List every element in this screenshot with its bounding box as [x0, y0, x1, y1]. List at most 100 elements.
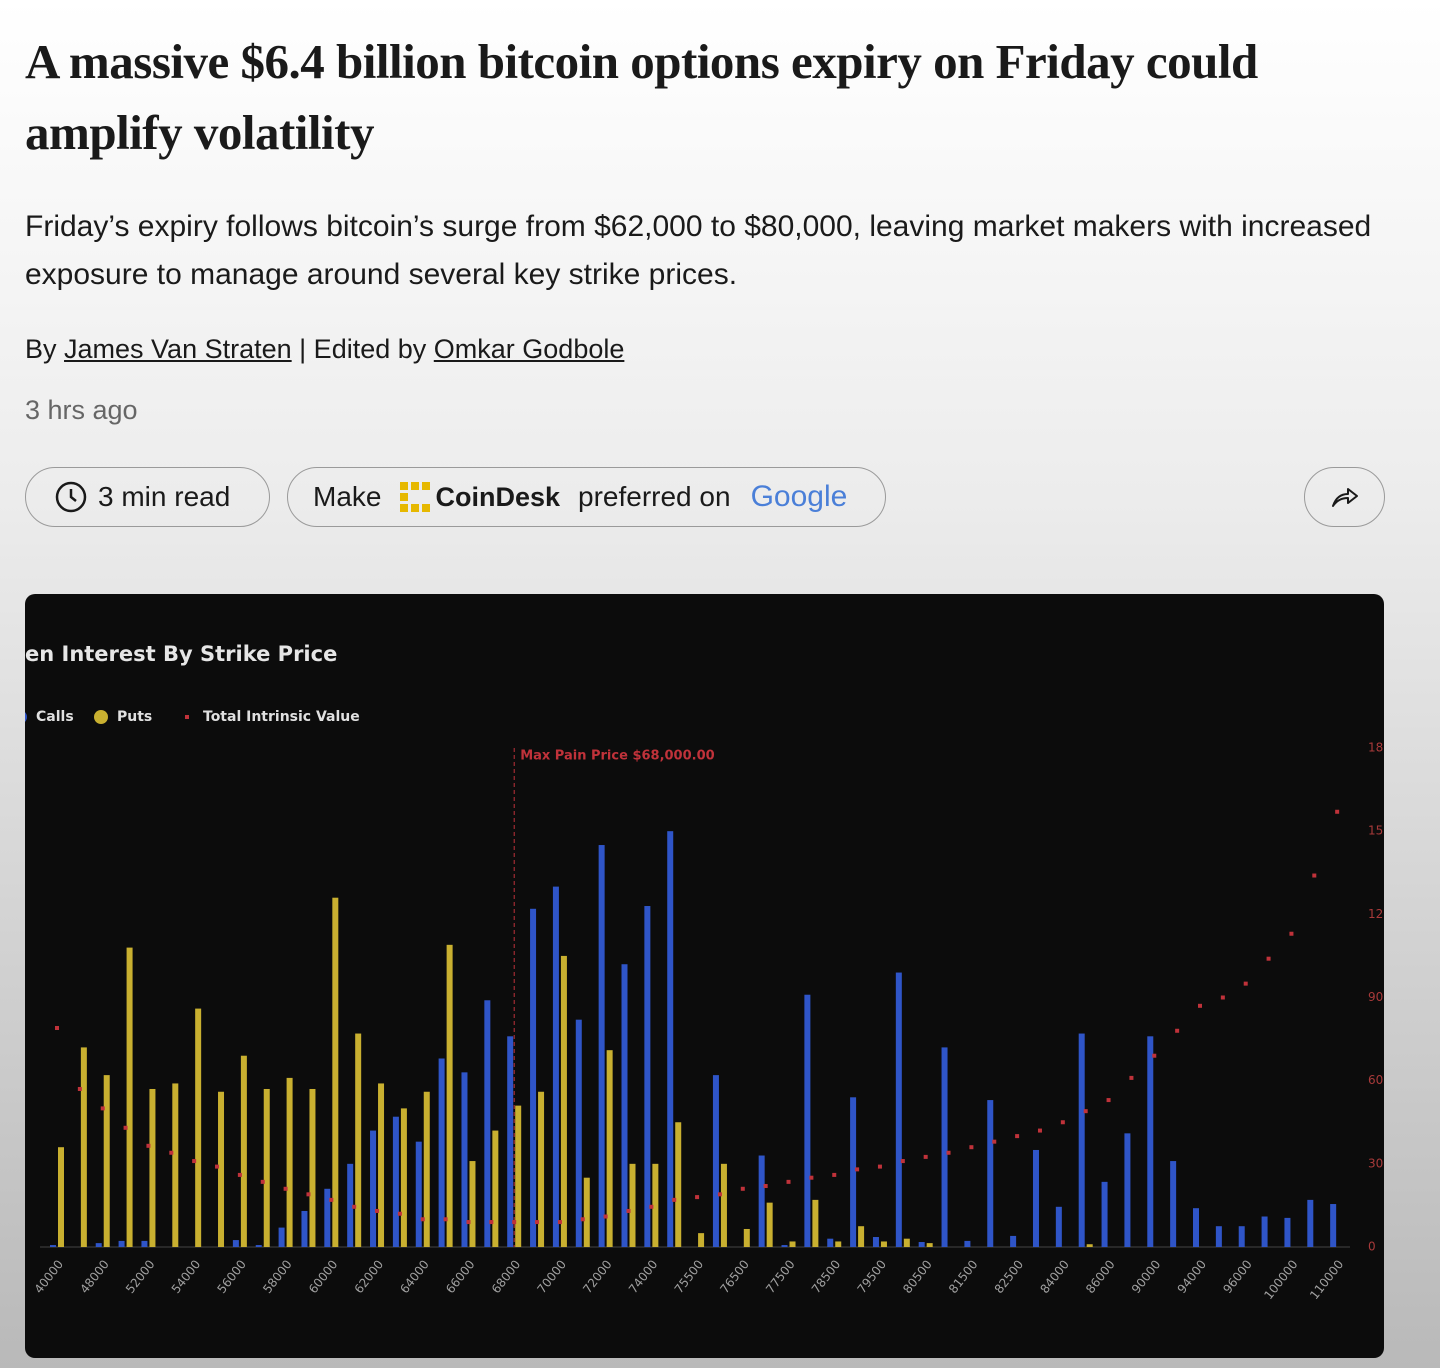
x-tick-label: 82500 [992, 1257, 1027, 1296]
intrinsic-point [992, 1139, 997, 1144]
intrinsic-point [923, 1154, 928, 1159]
bar [415, 1141, 422, 1247]
intrinsic-point [146, 1143, 151, 1148]
by-prefix: By [25, 334, 57, 364]
bar [423, 1091, 430, 1247]
bar [758, 1155, 765, 1247]
bar [918, 1242, 925, 1247]
bar [484, 1000, 491, 1247]
x-tick-label: 68000 [489, 1257, 524, 1296]
intrinsic-point [1152, 1053, 1157, 1058]
bar [515, 1105, 522, 1247]
clock-icon [55, 481, 87, 513]
bar [560, 955, 567, 1247]
bar [80, 1047, 87, 1247]
intrinsic-point [855, 1167, 860, 1172]
bar [720, 1163, 727, 1247]
intrinsic-point [100, 1106, 105, 1111]
bar [172, 1083, 179, 1247]
share-button[interactable] [1304, 467, 1385, 527]
bar [95, 1243, 102, 1247]
intrinsic-point [260, 1179, 265, 1184]
bar [255, 1245, 262, 1247]
preferred-source-button[interactable]: Make CoinDesk preferred on Google [287, 467, 886, 527]
intrinsic-point [443, 1217, 448, 1222]
intrinsic-point [352, 1204, 357, 1209]
bar [598, 845, 605, 1247]
google-label: Google [750, 480, 848, 513]
intrinsic-point [77, 1086, 82, 1091]
bar [446, 944, 453, 1247]
legend-swatch [185, 715, 189, 719]
bar [332, 897, 339, 1247]
read-time-button[interactable]: 3 min read [25, 467, 270, 527]
bar [195, 1008, 202, 1247]
x-tick-label: 70000 [534, 1257, 569, 1296]
x-tick-label: 52000 [123, 1257, 158, 1296]
bar [263, 1088, 270, 1247]
bar [1330, 1204, 1337, 1247]
intrinsic-point [649, 1204, 654, 1209]
bar [766, 1202, 773, 1247]
x-tick-label: 58000 [260, 1257, 295, 1296]
bar [872, 1237, 879, 1247]
legend-swatch [25, 712, 27, 722]
editor-link[interactable]: Omkar Godbole [433, 334, 625, 364]
bar [1101, 1181, 1108, 1247]
bar [278, 1227, 285, 1247]
y2-tick-label: 0 [1368, 1240, 1376, 1254]
bar [286, 1077, 293, 1247]
bar [103, 1075, 110, 1247]
bar [781, 1245, 788, 1247]
bar [438, 1058, 445, 1247]
intrinsic-point [512, 1220, 517, 1225]
intrinsic-point [580, 1217, 585, 1222]
bar [58, 1147, 64, 1247]
author-link[interactable]: James Van Straten [64, 334, 292, 364]
intrinsic-point [695, 1195, 700, 1200]
intrinsic-point [1289, 931, 1294, 936]
brand: CoinDesk [435, 481, 561, 512]
intrinsic-point [717, 1192, 722, 1197]
intrinsic-point [55, 1025, 59, 1030]
x-tick-label: 62000 [352, 1257, 387, 1296]
chart-card: en Interest By Strike Price 0 30 60 90 12 15 1… [25, 594, 1384, 1358]
y2-tick-label: 90 [1368, 990, 1383, 1004]
x-tick-label: 96000 [1220, 1257, 1255, 1296]
intrinsic-point [397, 1211, 402, 1216]
x-tick-label: 60000 [306, 1257, 341, 1296]
intrinsic-point [763, 1184, 768, 1189]
x-tick-label: 100000 [1261, 1257, 1300, 1302]
intrinsic-point [283, 1186, 288, 1191]
make-label: Make [313, 481, 382, 512]
bar [987, 1100, 994, 1247]
intrinsic-point [1266, 956, 1271, 961]
bar [667, 831, 674, 1247]
x-tick-label: 64000 [397, 1257, 432, 1296]
bar [743, 1228, 750, 1247]
bar [232, 1240, 239, 1247]
bar [530, 908, 537, 1247]
bar [652, 1163, 659, 1247]
intrinsic-point [969, 1145, 974, 1150]
bar [1261, 1216, 1268, 1247]
x-tick-label: 40000 [32, 1257, 67, 1296]
read-time: 3 min read [98, 481, 231, 512]
bar [50, 1245, 56, 1247]
bar [858, 1226, 865, 1247]
intrinsic-point [306, 1192, 311, 1197]
bar [903, 1238, 910, 1247]
x-tick-label: 84000 [1037, 1257, 1072, 1296]
x-tick-label: 77500 [763, 1257, 798, 1296]
intrinsic-point [626, 1208, 631, 1213]
intrinsic-point [1015, 1134, 1020, 1139]
bar [141, 1240, 148, 1247]
intrinsic-point [1129, 1075, 1134, 1080]
intrinsic-point [1106, 1098, 1111, 1103]
bar [240, 1055, 247, 1247]
intrinsic-point [489, 1220, 494, 1225]
subtitle: Friday’s expiry follows bitcoin’s surge … [25, 210, 1372, 291]
bar [1010, 1235, 1017, 1247]
intrinsic-point [900, 1159, 905, 1164]
